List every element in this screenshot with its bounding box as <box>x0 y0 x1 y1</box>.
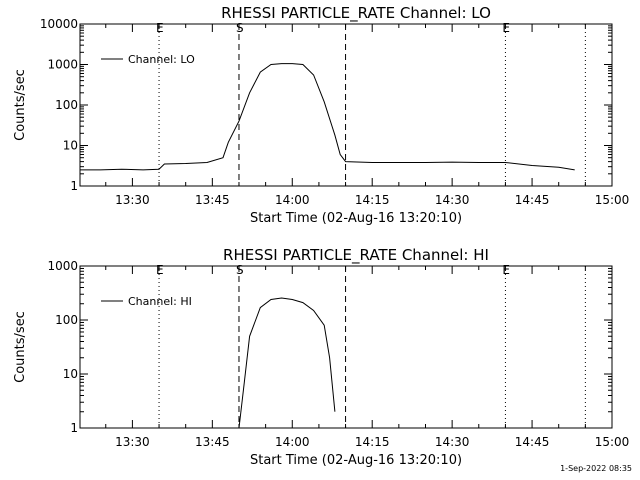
chart2-series-line <box>238 297 336 429</box>
chart1-legend-label: Channel: LO <box>128 53 195 66</box>
chart2-y-tick-label: 1 <box>70 421 78 435</box>
chart2-x-tick-label: 14:45 <box>515 435 550 449</box>
chart1-vline-label: S <box>236 21 244 35</box>
chart1-y-tick-label: 10000 <box>40 17 78 31</box>
footer-timestamp: 1-Sep-2022 08:35 <box>560 464 632 473</box>
chart1-x-tick-label: 14:30 <box>435 193 470 207</box>
chart2-y-axis-label: Counts/sec <box>13 311 28 383</box>
chart1-x-tick-label: 15:00 <box>595 193 630 207</box>
chart2-x-tick-label: 13:30 <box>115 435 150 449</box>
chart2-y-tick-label: 10 <box>63 367 78 381</box>
chart2-vline-label: E <box>156 263 164 277</box>
chart2-x-tick-label: 14:15 <box>355 435 390 449</box>
chart2-x-axis-label: Start Time (02-Aug-16 13:20:10) <box>250 453 462 468</box>
chart2-x-tick-label: 15:00 <box>595 435 630 449</box>
chart1-x-tick-label: 14:45 <box>515 193 550 207</box>
chart1-y-tick-label: 1 <box>70 179 78 193</box>
chart1-x-tick-label: 13:45 <box>195 193 230 207</box>
chart2-x-tick-label: 13:45 <box>195 435 230 449</box>
chart1-vline-label: E <box>502 21 510 35</box>
chart2-legend-label: Channel: HI <box>128 295 192 308</box>
chart1-x-tick-label: 13:30 <box>115 193 150 207</box>
chart1-title: RHESSI PARTICLE_RATE Channel: LO <box>221 4 491 23</box>
chart1-y-axis-label: Counts/sec <box>13 69 28 141</box>
chart1-x-tick-label: 14:00 <box>275 193 310 207</box>
chart2-y-tick-label: 100 <box>55 313 78 327</box>
chart1-x-tick-label: 14:15 <box>355 193 390 207</box>
chart1-series-line <box>80 63 575 171</box>
chart1-vline-label: E <box>156 21 164 35</box>
chart2-y-tick-label: 1000 <box>47 259 78 273</box>
chart2-x-tick-label: 14:30 <box>435 435 470 449</box>
chart1-y-tick-label: 10 <box>63 139 78 153</box>
chart2-vline-label: S <box>236 263 244 277</box>
chart1-y-tick-label: 1000 <box>47 58 78 72</box>
chart1-y-tick-label: 100 <box>55 98 78 112</box>
chart2-title: RHESSI PARTICLE_RATE Channel: HI <box>223 246 489 265</box>
chart1-x-axis-label: Start Time (02-Aug-16 13:20:10) <box>250 211 462 226</box>
chart2-x-tick-label: 14:00 <box>275 435 310 449</box>
chart2-vline-label: E <box>502 263 510 277</box>
